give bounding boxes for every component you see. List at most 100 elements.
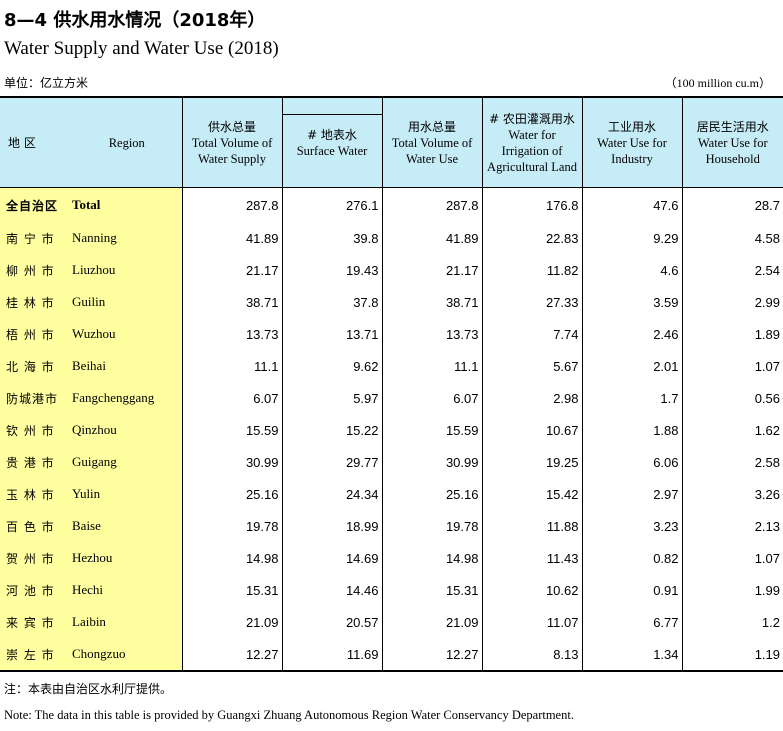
value-irrigation: 11.88 <box>481 510 582 542</box>
value-irrigation: 11.82 <box>481 254 582 286</box>
table-row: 崇 左 市 Chongzuo 12.27 11.69 12.27 8.13 1.34 1.19 <box>0 638 783 672</box>
value-irrigation: 10.62 <box>481 574 582 606</box>
region-cell: 贵 港 市 Guigang <box>0 446 182 478</box>
header-irrigation-en: Water for Irrigation of Agricultural Lan… <box>487 127 577 174</box>
region-name-en: Laibin <box>72 614 106 629</box>
table-row: 河 池 市 Hechi 15.31 14.46 15.31 10.62 0.91 1.99 <box>0 574 783 606</box>
region-cell: 河 池 市 Hechi <box>0 574 182 606</box>
value-supply: 6.07 <box>181 382 282 414</box>
value-use: 19.78 <box>381 510 482 542</box>
value-irrigation: 7.74 <box>481 318 582 350</box>
header-household-en: Water Use for Household <box>697 135 768 166</box>
value-surface: 9.62 <box>281 350 382 382</box>
region-cell: 防城港市 Fangchenggang <box>0 382 182 414</box>
header-supply-cn: 供水总量 <box>207 119 256 134</box>
value-household: 4.58 <box>681 222 783 254</box>
value-supply: 15.59 <box>181 414 282 446</box>
table-row: 百 色 市 Baise 19.78 18.99 19.78 11.88 3.23 2.13 <box>0 510 783 542</box>
region-name-en: Baise <box>72 518 101 533</box>
table-row: 桂 林 市 Guilin 38.71 37.8 38.71 27.33 3.59 2.99 <box>0 286 783 318</box>
value-irrigation: 11.07 <box>481 606 582 638</box>
value-irrigation: 176.8 <box>481 187 582 222</box>
region-cell: 桂 林 市 Guilin <box>0 286 182 318</box>
region-name-cn: 来 宾 市 <box>6 615 55 630</box>
value-industry: 6.06 <box>581 446 682 478</box>
header-use-en: Total Volume of Water Use <box>391 135 473 166</box>
value-supply: 11.1 <box>181 350 282 382</box>
value-industry: 2.46 <box>581 318 682 350</box>
value-household: 2.99 <box>681 286 783 318</box>
value-irrigation: 11.43 <box>481 542 582 574</box>
value-irrigation: 10.67 <box>481 414 582 446</box>
value-surface: 14.46 <box>281 574 382 606</box>
region-name-en: Hechi <box>72 582 104 597</box>
value-irrigation: 15.42 <box>481 478 582 510</box>
header-irrigation-cn: # 农田灌溉用水 <box>489 111 575 126</box>
region-name-cn: 玉 林 市 <box>6 487 55 502</box>
table-header-row: 地 区 Region 供水总量 Total Volume of Water Su… <box>0 97 783 188</box>
value-supply: 12.27 <box>181 638 282 672</box>
header-use-cn: 用水总量 <box>407 119 456 134</box>
header-household-cn: 居民生活用水 <box>696 119 769 134</box>
value-irrigation: 22.83 <box>481 222 582 254</box>
region-name-cn: 柳 州 市 <box>6 263 55 278</box>
value-household: 2.13 <box>681 510 783 542</box>
region-name-cn: 河 池 市 <box>6 583 55 598</box>
value-household: 1.07 <box>681 542 783 574</box>
header-use: 用水总量 Total Volume of Water Use <box>381 97 482 188</box>
region-cell: 梧 州 市 Wuzhou <box>0 318 182 350</box>
page-title-en: Water Supply and Water Use (2018) <box>4 38 279 59</box>
value-supply: 287.8 <box>181 187 282 222</box>
region-name-cn: 贵 港 市 <box>6 455 55 470</box>
region-name-cn: 防城港市 <box>6 391 59 406</box>
header-supply: 供水总量 Total Volume of Water Supply <box>181 97 282 188</box>
value-household: 28.7 <box>681 187 783 222</box>
value-industry: 6.77 <box>581 606 682 638</box>
value-surface: 29.77 <box>281 446 382 478</box>
value-use: 6.07 <box>381 382 482 414</box>
value-supply: 21.09 <box>181 606 282 638</box>
region-name-en: Hezhou <box>72 550 113 565</box>
value-household: 1.62 <box>681 414 783 446</box>
value-industry: 1.88 <box>581 414 682 446</box>
region-name-en: Qinzhou <box>72 422 117 437</box>
header-surface-en: Surface Water <box>296 143 368 158</box>
value-industry: 2.01 <box>581 350 682 382</box>
table-row: 南 宁 市 Nanning 41.89 39.8 41.89 22.83 9.29 4.58 <box>0 222 783 254</box>
value-surface: 18.99 <box>281 510 382 542</box>
table-row: 来 宾 市 Laibin 21.09 20.57 21.09 11.07 6.77 1.2 <box>0 606 783 638</box>
header-region-cn: 地 区 <box>8 135 36 150</box>
region-cell: 崇 左 市 Chongzuo <box>0 638 182 672</box>
header-region-en: Region <box>108 135 145 150</box>
value-supply: 30.99 <box>181 446 282 478</box>
table-row: 玉 林 市 Yulin 25.16 24.34 25.16 15.42 2.97 3.26 <box>0 478 783 510</box>
value-use: 15.31 <box>381 574 482 606</box>
value-household: 1.2 <box>681 606 783 638</box>
unit-label-en: （100 million cu.m） <box>664 76 771 90</box>
water-supply-table: 地 区 Region 供水总量 Total Volume of Water Su… <box>0 96 783 672</box>
value-supply: 15.31 <box>181 574 282 606</box>
region-name-en: Liuzhou <box>72 262 116 277</box>
value-use: 287.8 <box>381 187 482 222</box>
value-supply: 14.98 <box>181 542 282 574</box>
value-industry: 3.59 <box>581 286 682 318</box>
value-industry: 1.7 <box>581 382 682 414</box>
table-row: 钦 州 市 Qinzhou 15.59 15.22 15.59 10.67 1.88 1.62 <box>0 414 783 446</box>
value-industry: 4.6 <box>581 254 682 286</box>
value-supply: 38.71 <box>181 286 282 318</box>
region-name-en: Guigang <box>72 454 117 469</box>
value-supply: 41.89 <box>181 222 282 254</box>
region-name-cn: 梧 州 市 <box>6 327 55 342</box>
region-name-en: Total <box>72 197 101 212</box>
value-use: 12.27 <box>381 638 482 672</box>
value-supply: 13.73 <box>181 318 282 350</box>
region-cell: 柳 州 市 Liuzhou <box>0 254 182 286</box>
region-name-en: Fangchenggang <box>72 390 155 405</box>
value-irrigation: 5.67 <box>481 350 582 382</box>
value-household: 1.19 <box>681 638 783 672</box>
region-name-cn: 钦 州 市 <box>6 423 55 438</box>
value-industry: 0.91 <box>581 574 682 606</box>
region-cell: 北 海 市 Beihai <box>0 350 182 382</box>
value-irrigation: 2.98 <box>481 382 582 414</box>
region-name-en: Guilin <box>72 294 106 309</box>
